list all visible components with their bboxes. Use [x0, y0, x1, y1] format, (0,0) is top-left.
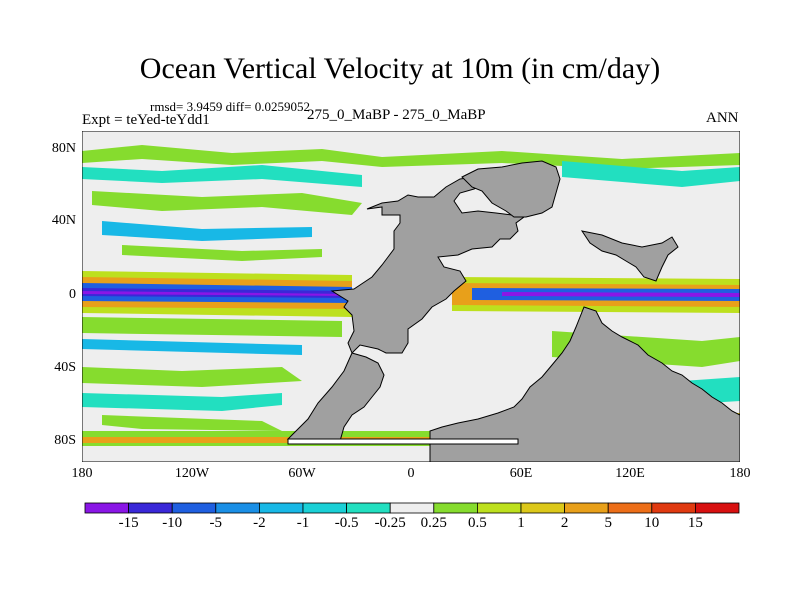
colorbar-label: 15 [687, 515, 703, 531]
x-tick-120w: 120W [174, 466, 210, 481]
chart-title: Ocean Vertical Velocity at 10m (in cm/da… [139, 52, 661, 85]
y-tick-80n: 80N [51, 141, 76, 156]
experiment-label: Expt = teYed-teYdd1 [82, 112, 210, 128]
colorbar-cell [389, 502, 435, 514]
colorbar-label: 0.5 [468, 515, 487, 531]
colorbar-cell [564, 502, 609, 514]
colorbar-cell [215, 502, 260, 514]
colorbar-cell [476, 502, 522, 514]
colorbar-label: -5 [209, 515, 223, 531]
colorbar-label: -0.25 [374, 515, 406, 531]
x-tick-60e: 60E [509, 466, 533, 481]
colorbar [84, 502, 740, 514]
x-tick-0: 0 [407, 466, 415, 481]
colorbar-cell [128, 502, 173, 514]
x-tick-120e: 120E [615, 466, 645, 481]
north-landmass [461, 160, 561, 218]
stats-label: rmsd= 3.9459 diff= 0.0259052 [150, 99, 310, 114]
polar-strip [287, 438, 519, 445]
colorbar-cell [433, 502, 478, 514]
equatorial-bands [82, 271, 740, 355]
season-label: ANN [706, 110, 739, 126]
colorbar-label: 5 [604, 515, 612, 531]
map-plot [82, 131, 740, 462]
colorbar-cell [258, 502, 304, 514]
colorbar-cell [695, 502, 740, 514]
y-tick-80s: 80S [54, 433, 76, 448]
east-landmass [580, 230, 679, 282]
colorbar-label: 0.25 [420, 515, 447, 531]
south-landmass [286, 352, 385, 442]
southeast-landmass [429, 306, 740, 462]
continents [286, 160, 740, 462]
x-tick-180e: 180 [729, 466, 751, 481]
colorbar-cell [84, 502, 129, 514]
y-tick-0: 0 [69, 287, 76, 302]
colorbar-label: -0.5 [334, 515, 359, 531]
colorbar-label: -10 [162, 515, 183, 531]
colorbar-cell [346, 502, 391, 514]
colorbar-cell [171, 502, 217, 514]
x-tick-180w: 180 [71, 466, 93, 481]
colorbar-cell [302, 502, 347, 514]
x-tick-60w: 60W [288, 466, 316, 481]
colorbar-label: 2 [560, 515, 569, 531]
northern-bands [82, 145, 740, 261]
colorbar-cell [520, 502, 565, 514]
colorbar-cell [651, 502, 696, 514]
colorbar-label: -1 [296, 515, 310, 531]
colorbar-label: 1 [517, 515, 525, 531]
center-label: 275_0_MaBP - 275_0_MaBP [307, 107, 486, 123]
y-tick-40n: 40N [51, 213, 76, 228]
colorbar-label: -15 [118, 515, 139, 531]
colorbar-label: -2 [253, 515, 266, 531]
colorbar-cell [607, 502, 653, 514]
y-tick-40s: 40S [54, 360, 76, 375]
colorbar-label: 10 [644, 515, 660, 531]
